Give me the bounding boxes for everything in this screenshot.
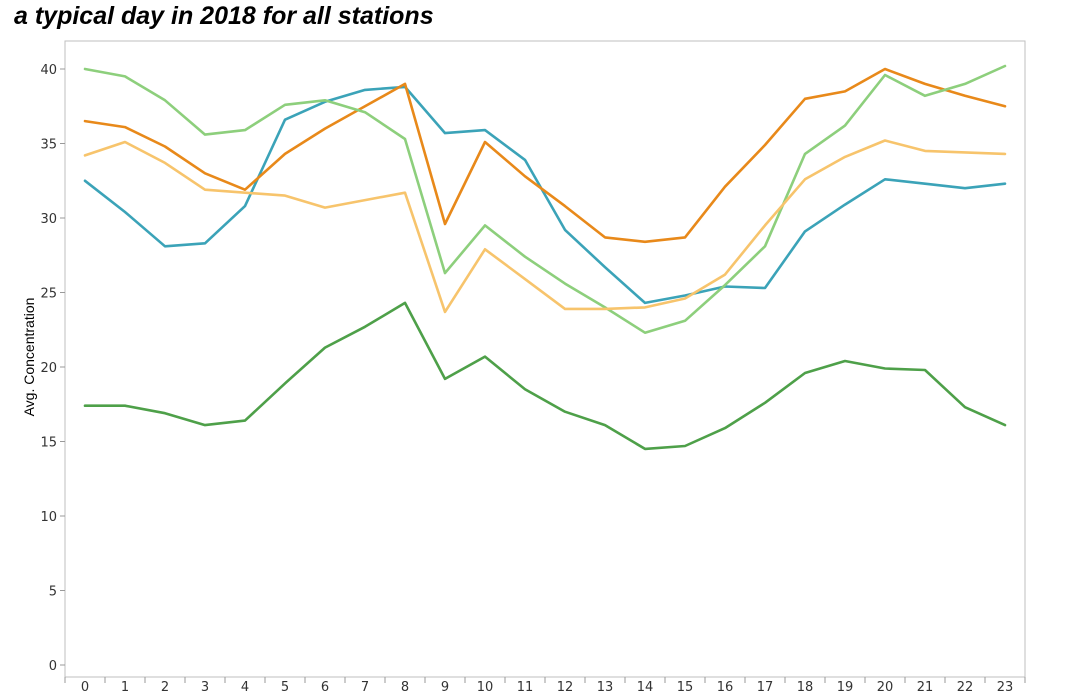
series-line-3 bbox=[83, 64, 1007, 335]
y-tick-label: 35 bbox=[40, 138, 57, 153]
y-tick-label: 40 bbox=[40, 63, 57, 78]
x-tick-label: 18 bbox=[797, 680, 814, 695]
x-tick-label: 8 bbox=[401, 680, 409, 695]
x-tick-label: 19 bbox=[837, 680, 854, 695]
x-tick-label: 12 bbox=[557, 680, 574, 695]
x-tick-label: 14 bbox=[637, 680, 654, 695]
x-tick-label: 16 bbox=[717, 680, 734, 695]
x-tick-label: 0 bbox=[81, 680, 89, 695]
x-tick-label: 13 bbox=[597, 680, 614, 695]
series-line-4 bbox=[83, 139, 1007, 314]
series-line-1 bbox=[83, 85, 1007, 305]
series-layer bbox=[83, 64, 1007, 451]
y-tick-label: 20 bbox=[40, 361, 57, 376]
x-tick-label: 3 bbox=[201, 680, 209, 695]
x-tick-label: 9 bbox=[441, 680, 449, 695]
y-tick-label: 15 bbox=[40, 436, 57, 451]
chart-title: a typical day in 2018 for all stations bbox=[14, 2, 434, 30]
x-tick-label: 21 bbox=[917, 680, 934, 695]
x-tick-label: 11 bbox=[517, 680, 534, 695]
y-tick-label: 0 bbox=[49, 659, 57, 674]
y-tick-label: 5 bbox=[49, 585, 57, 600]
x-tick-label: 2 bbox=[161, 680, 169, 695]
series-line-2 bbox=[83, 67, 1007, 244]
y-axis-title: Avg. Concentration bbox=[21, 298, 37, 417]
x-tick-label: 20 bbox=[877, 680, 894, 695]
x-tick-label: 23 bbox=[997, 680, 1014, 695]
x-tick-label: 10 bbox=[477, 680, 494, 695]
x-axis: 0 1 2 3 4 5 6 7 8 9 10 11 12 13 14 15 16 17 18 19 20 21 22 23 bbox=[64, 677, 1026, 695]
y-tick-label: 25 bbox=[40, 287, 57, 302]
x-tick-label: 22 bbox=[957, 680, 974, 695]
x-tick-label: 7 bbox=[361, 680, 369, 695]
y-tick-label: 10 bbox=[40, 510, 57, 525]
x-tick-label: 1 bbox=[121, 680, 129, 695]
y-axis: 0 5 10 15 20 25 30 35 40 bbox=[40, 63, 65, 674]
x-tick-label: 4 bbox=[241, 680, 249, 695]
series-line-5 bbox=[83, 301, 1007, 451]
y-tick-label: 30 bbox=[40, 212, 57, 227]
x-tick-label: 6 bbox=[321, 680, 329, 695]
plot-frame bbox=[64, 40, 1026, 678]
x-tick-label: 15 bbox=[677, 680, 694, 695]
x-tick-label: 17 bbox=[757, 680, 774, 695]
x-tick-label: 5 bbox=[281, 680, 289, 695]
